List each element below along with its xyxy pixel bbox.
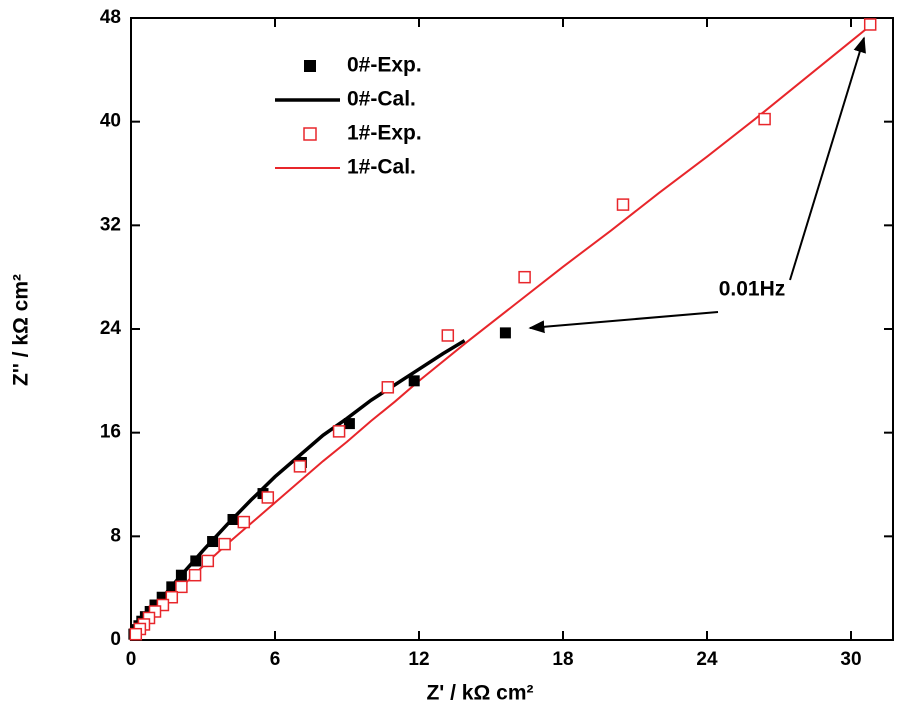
marker — [332, 425, 346, 438]
legend-label: 0#-Exp. — [347, 54, 422, 77]
marker — [175, 569, 187, 581]
y-tick-label: 24 — [100, 318, 122, 339]
marker — [343, 418, 355, 430]
annotation-arrow — [528, 311, 719, 334]
plot-layer: 0 6 12 18 24 30 0 8 16 24 32 40 48 0#-Exp. 0#-Cal. 1#-E… — [100, 7, 893, 670]
plot-frame — [130, 17, 894, 641]
legend-label: 1#-Exp. — [347, 122, 422, 145]
legend-marker — [303, 127, 317, 141]
marker — [218, 537, 231, 551]
marker — [499, 327, 511, 339]
marker — [156, 598, 170, 612]
marker — [261, 491, 275, 504]
marker — [156, 591, 168, 603]
y-axis-label: Z'' / kΩ cm² — [10, 274, 33, 386]
x-tick-label: 18 — [552, 649, 573, 670]
x-tick-label: 6 — [270, 649, 281, 670]
y-tick-label: 32 — [100, 214, 121, 235]
x-axis-label: Z' / kΩ cm² — [426, 682, 533, 705]
marker — [227, 513, 239, 525]
legend-marker — [304, 60, 316, 72]
series-line — [129, 339, 466, 642]
marker — [166, 581, 178, 593]
marker — [149, 599, 161, 611]
marker — [207, 536, 219, 548]
annotation-arrow — [789, 36, 866, 281]
marker — [758, 112, 771, 126]
annotation: 0.01Hz — [719, 278, 786, 301]
marker — [293, 460, 307, 473]
marker — [616, 198, 630, 211]
marker — [518, 270, 531, 284]
marker — [237, 515, 251, 529]
y-tick-label: 48 — [100, 7, 121, 28]
y-tick-label: 8 — [110, 525, 121, 546]
x-tick-label: 24 — [696, 649, 718, 670]
y-tick-label: 40 — [100, 111, 121, 132]
marker — [165, 590, 179, 604]
marker — [201, 554, 215, 568]
marker — [188, 568, 202, 582]
marker — [129, 627, 143, 641]
marker — [175, 580, 188, 594]
y-tick-label: 0 — [110, 629, 121, 650]
legend-label: 0#-Cal. — [347, 88, 416, 111]
marker — [408, 375, 420, 387]
marker — [381, 381, 395, 394]
x-tick-label: 12 — [408, 649, 429, 670]
marker — [190, 555, 202, 567]
y-tick-label: 16 — [100, 422, 121, 443]
legend-label: 1#-Cal. — [347, 156, 416, 179]
marker — [863, 18, 877, 31]
x-tick-label: 0 — [126, 649, 137, 670]
x-tick-label: 30 — [840, 649, 861, 670]
marker — [441, 329, 455, 342]
